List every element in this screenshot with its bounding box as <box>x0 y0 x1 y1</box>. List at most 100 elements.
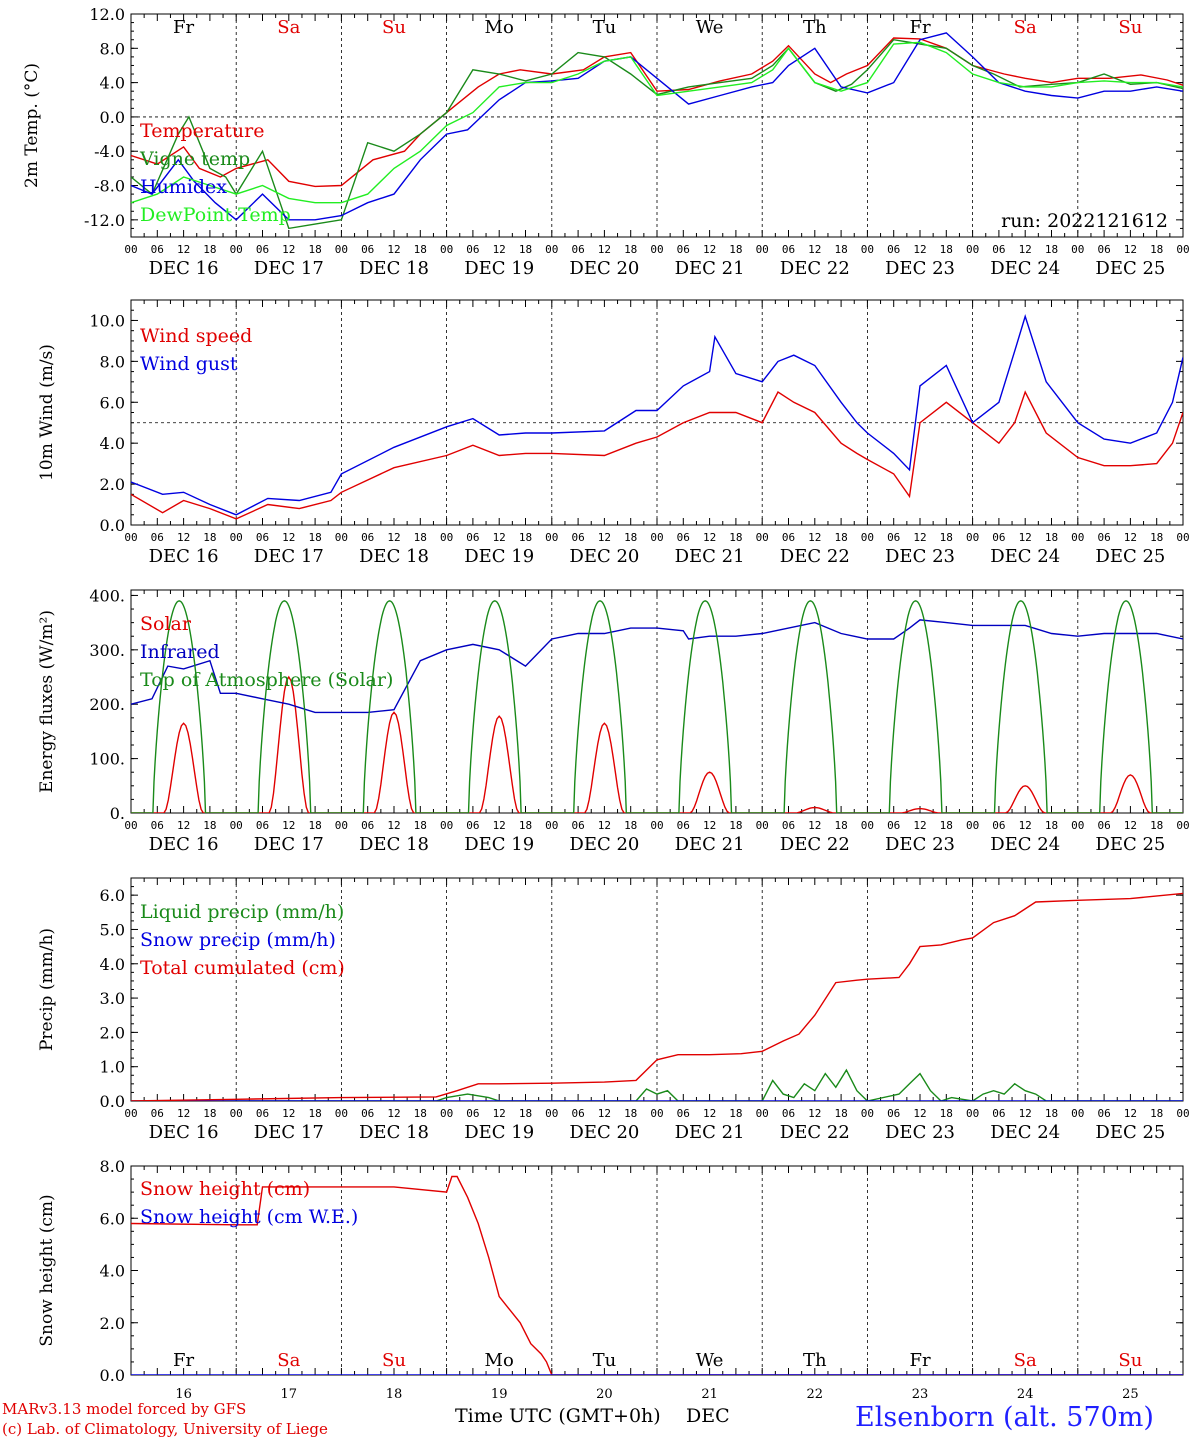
day-number-label: 19 <box>491 1387 508 1402</box>
legend-entry: Humidex <box>140 176 227 198</box>
weekday-label-top: Fr <box>909 17 930 38</box>
y-tick-label: 2.0 <box>100 1023 125 1042</box>
hour-tick-label: 18 <box>414 243 427 256</box>
day-number-label: 17 <box>281 1387 298 1402</box>
hour-tick-label: 06 <box>151 243 164 256</box>
hour-tick-label: 06 <box>1097 1107 1110 1120</box>
date-label: DEC 20 <box>569 834 639 855</box>
weekday-label-top: Tu <box>593 17 617 38</box>
hour-tick-label: 06 <box>466 531 479 544</box>
hour-tick-label: 06 <box>571 819 584 832</box>
date-label: DEC 19 <box>464 546 534 567</box>
hour-tick-label: 00 <box>230 531 243 544</box>
hour-tick-label: 00 <box>1176 1107 1189 1120</box>
hour-tick-label: 00 <box>1176 243 1189 256</box>
weekday-label-bottom: Mo <box>485 1350 514 1371</box>
legend-entry: Vigne temp <box>139 148 250 170</box>
series-group <box>131 314 1183 520</box>
hour-tick-label: 18 <box>414 819 427 832</box>
legend-entry: Total cumulated (cm) <box>140 957 345 979</box>
date-label: DEC 24 <box>990 546 1060 567</box>
hour-tick-label: 00 <box>335 1107 348 1120</box>
date-label: DEC 23 <box>885 834 955 855</box>
hour-tick-label: 00 <box>124 1107 137 1120</box>
run-label: run: 2022121612 <box>1001 210 1168 232</box>
y-tick-label: 400. <box>89 586 125 605</box>
y-tick-label: 100. <box>89 750 125 769</box>
weekday-label-bottom: Su <box>1118 1350 1142 1371</box>
panel-2: 0. 100. 200. 300. 400. Energy fluxes (W/m²) 00… <box>37 586 1190 855</box>
date-label: DEC 20 <box>569 546 639 567</box>
hour-tick-label: 06 <box>256 531 269 544</box>
hour-tick-label: 12 <box>282 243 295 256</box>
y-tick-label: 0.0 <box>100 1092 125 1111</box>
y-tick-label: 0.0 <box>100 108 125 127</box>
date-label: DEC 21 <box>675 834 745 855</box>
hour-tick-label: 12 <box>177 1107 190 1120</box>
series-line-liquid-precip-mm-h- <box>131 1068 1183 1101</box>
hour-tick-label: 12 <box>282 531 295 544</box>
legend-entry: Temperature <box>140 120 264 142</box>
date-label: DEC 19 <box>464 1122 534 1143</box>
hour-tick-label: 12 <box>1019 1107 1032 1120</box>
date-label: DEC 17 <box>254 1122 324 1143</box>
legend-entry: Wind gust <box>140 353 238 375</box>
hour-tick-label: 00 <box>335 531 348 544</box>
hour-tick-label: 12 <box>913 531 926 544</box>
date-label: DEC 21 <box>675 258 745 279</box>
hour-tick-label: 00 <box>756 1107 769 1120</box>
weekday-label-bottom: Fr <box>173 1350 194 1371</box>
series-line-snow-height-cm- <box>131 1175 1183 1375</box>
series-line-humidex <box>131 32 1183 221</box>
hour-tick-label: 18 <box>729 531 742 544</box>
y-tick-label: 0.0 <box>100 516 125 535</box>
hour-tick-label: 12 <box>808 819 821 832</box>
date-label: DEC 18 <box>359 1122 429 1143</box>
hour-tick-label: 06 <box>677 819 690 832</box>
hour-tick-label: 18 <box>519 531 532 544</box>
panel-4: 0.0 2.0 4.0 6.0 8.0 Snow height (cm) Snow heig… <box>37 1157 1184 1385</box>
series-group <box>131 1175 1183 1375</box>
weekday-label-bottom: Tu <box>593 1350 617 1371</box>
y-tick-label: 4.0 <box>100 955 125 974</box>
hour-tick-label: 18 <box>624 1107 637 1120</box>
hour-tick-label: 06 <box>677 1107 690 1120</box>
hour-tick-label: 18 <box>519 243 532 256</box>
hour-tick-label: 18 <box>729 1107 742 1120</box>
hour-tick-label: 06 <box>992 1107 1005 1120</box>
hour-tick-label: 06 <box>782 243 795 256</box>
legend-entry: Infrared <box>140 641 220 663</box>
hour-tick-label: 12 <box>913 1107 926 1120</box>
legend-entry: Snow height (cm) <box>140 1178 310 1200</box>
hour-tick-label: 12 <box>808 1107 821 1120</box>
hour-tick-label: 06 <box>151 531 164 544</box>
hour-tick-label: 00 <box>1176 531 1189 544</box>
hour-tick-label: 06 <box>571 243 584 256</box>
date-label: DEC 24 <box>990 1122 1060 1143</box>
hour-tick-label: 18 <box>624 243 637 256</box>
hour-tick-label: 00 <box>124 819 137 832</box>
hour-tick-label: 00 <box>545 243 558 256</box>
y-tick-label: 12.0 <box>89 5 125 24</box>
hour-tick-label: 06 <box>256 819 269 832</box>
date-label: DEC 18 <box>359 258 429 279</box>
hour-tick-label: 18 <box>308 531 321 544</box>
hour-tick-label: 18 <box>834 1107 847 1120</box>
hour-tick-label: 06 <box>151 1107 164 1120</box>
date-label: DEC 16 <box>149 546 219 567</box>
hour-tick-label: 12 <box>177 819 190 832</box>
hour-tick-label: 06 <box>782 1107 795 1120</box>
hour-tick-label: 00 <box>124 243 137 256</box>
hour-tick-label: 06 <box>361 819 374 832</box>
hour-tick-label: 12 <box>1124 243 1137 256</box>
date-label: DEC 21 <box>675 546 745 567</box>
hour-tick-label: 06 <box>256 243 269 256</box>
hour-tick-label: 00 <box>545 1107 558 1120</box>
weekday-label-top: Sa <box>1014 17 1037 38</box>
hour-tick-label: 18 <box>414 531 427 544</box>
date-label: DEC 22 <box>780 258 850 279</box>
y-axis-label: 2m Temp. (°C) <box>22 63 42 188</box>
series-line-temperature <box>131 37 1183 188</box>
hour-tick-label: 06 <box>466 243 479 256</box>
hour-tick-label: 06 <box>466 1107 479 1120</box>
